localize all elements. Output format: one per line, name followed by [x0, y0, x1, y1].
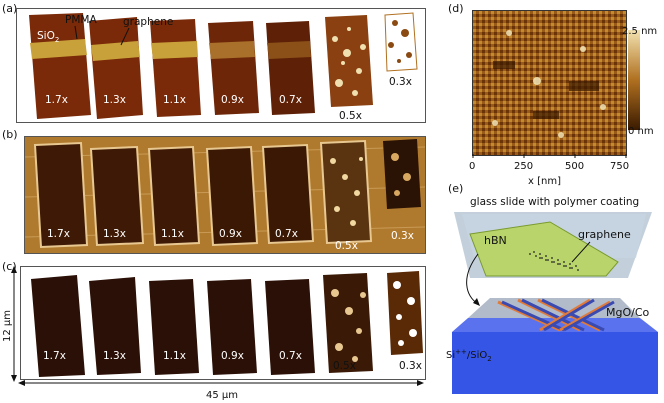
flake-a-5 — [266, 21, 315, 115]
flake-c-4 — [207, 279, 257, 375]
flake-b-5 — [261, 143, 315, 245]
flake-b-6 — [319, 139, 373, 245]
panel-b-svg: 1.7x 1.3x 1.1x 0.9x 0.7x 0.5x 0.3x — [25, 137, 425, 253]
scale-b-3: 1.1x — [161, 228, 184, 240]
scale-a-3: 1.1x — [163, 94, 186, 106]
scale-c-5: 0.7x — [279, 350, 302, 362]
scale-a-5: 0.7x — [279, 94, 302, 106]
scale-b-1: 1.7x — [47, 228, 70, 240]
scale-b-5: 0.7x — [275, 228, 298, 240]
flake-b-3 — [147, 145, 201, 247]
substrate — [452, 332, 658, 394]
scale-b-6: 0.5x — [335, 240, 358, 252]
sio2-label: SiO2 — [37, 30, 59, 44]
afm-tick-0: 0 — [469, 161, 475, 172]
graphene-e-label: graphene — [578, 228, 631, 241]
afm-tick-250: 250 — [514, 161, 533, 172]
scale-a-2: 1.3x — [103, 94, 126, 106]
panel-a-label: (a) — [2, 2, 18, 15]
panel-d-label: (d) — [448, 2, 464, 15]
panel-b-image: 1.7x 1.3x 1.1x 0.9x 0.7x 0.5x 0.3x — [24, 136, 426, 254]
scale-c-6: 0.5x — [333, 360, 356, 372]
graphene-flake — [529, 251, 579, 271]
afm-image — [472, 10, 627, 156]
scale-b-2: 1.3x — [103, 228, 126, 240]
scale-b-4: 0.9x — [219, 228, 242, 240]
flake-a-4 — [208, 21, 259, 115]
colorbar-min: 0 nm — [628, 126, 654, 137]
scale-c-7: 0.3x — [399, 360, 422, 372]
scale-c-4: 0.9x — [221, 350, 244, 362]
afm-colorbar — [628, 30, 640, 130]
scale-c-3: 1.1x — [163, 350, 186, 362]
scale-c-2: 1.3x — [103, 350, 126, 362]
flake-b-7 — [383, 139, 421, 209]
x-scale-bar: 45 µm — [18, 380, 424, 401]
pmma-pointer — [74, 25, 78, 40]
colorbar-max: 2.5 nm — [622, 26, 658, 37]
flake-c-1 — [31, 275, 85, 377]
flake-c-5 — [265, 279, 315, 375]
panel-c-svg: 1.7x 1.3x 1.1x 0.9x 0.7x 0.5x 0.3x — [21, 267, 425, 379]
afm-xlabel: x [nm] — [528, 176, 561, 187]
flake-a-2 — [89, 17, 143, 119]
flake-b-4 — [205, 145, 259, 247]
scale-b-7: 0.3x — [391, 230, 414, 242]
flake-c-6 — [323, 273, 373, 373]
hbn-label: hBN — [484, 234, 507, 247]
flake-a-6 — [325, 15, 373, 107]
flake-a-1 — [29, 13, 91, 119]
afm-x-axis: 0 250 500 750 x [nm] — [469, 154, 629, 187]
y-scale-label: 12 µm — [2, 310, 13, 342]
flake-b-1 — [33, 141, 89, 249]
graphene-pointer — [120, 27, 130, 46]
mgo-co-electrodes — [497, 298, 615, 332]
panel-a-svg: SiO2 PMMA graphene 1.7x 1.3x 1.1x 0.9x 0… — [17, 9, 425, 122]
panel-a-image: SiO2 PMMA graphene 1.7x 1.3x 1.1x 0.9x 0… — [16, 8, 426, 123]
scale-a-1: 1.7x — [45, 94, 68, 106]
hbn-flake — [469, 221, 619, 277]
panel-b-label: (b) — [2, 128, 18, 141]
panel-c-image: 1.7x 1.3x 1.1x 0.9x 0.7x 0.5x 0.3x — [20, 266, 426, 380]
afm-tick-750: 750 — [610, 161, 629, 172]
flake-a-7 — [384, 12, 418, 72]
glass-slide-caption: glass slide with polymer coating — [470, 196, 640, 208]
y-scale-bar: 12 µm — [2, 266, 17, 382]
scale-a-6: 0.5x — [339, 110, 362, 122]
flake-c-3 — [149, 279, 199, 375]
scale-c-1: 1.7x — [43, 350, 66, 362]
device-schematic: hBN graphene MgO/Co Si++/SiO2 — [446, 212, 658, 394]
flake-c-7 — [387, 271, 423, 355]
pmma-label: PMMA — [65, 14, 97, 26]
afm-svg — [473, 11, 626, 155]
graphene-label: graphene — [123, 16, 173, 28]
flake-b-2 — [89, 145, 145, 247]
flake-a-3 — [150, 19, 201, 117]
mgo-co-label: MgO/Co — [606, 306, 650, 319]
flake-c-2 — [89, 277, 141, 375]
x-scale-label: 45 µm — [206, 390, 238, 401]
scale-a-4: 0.9x — [221, 94, 244, 106]
afm-tick-500: 500 — [565, 161, 584, 172]
substrate-label: Si++/SiO2 — [446, 348, 492, 363]
panel-e-label: (e) — [448, 182, 464, 195]
scale-a-7: 0.3x — [389, 76, 412, 88]
